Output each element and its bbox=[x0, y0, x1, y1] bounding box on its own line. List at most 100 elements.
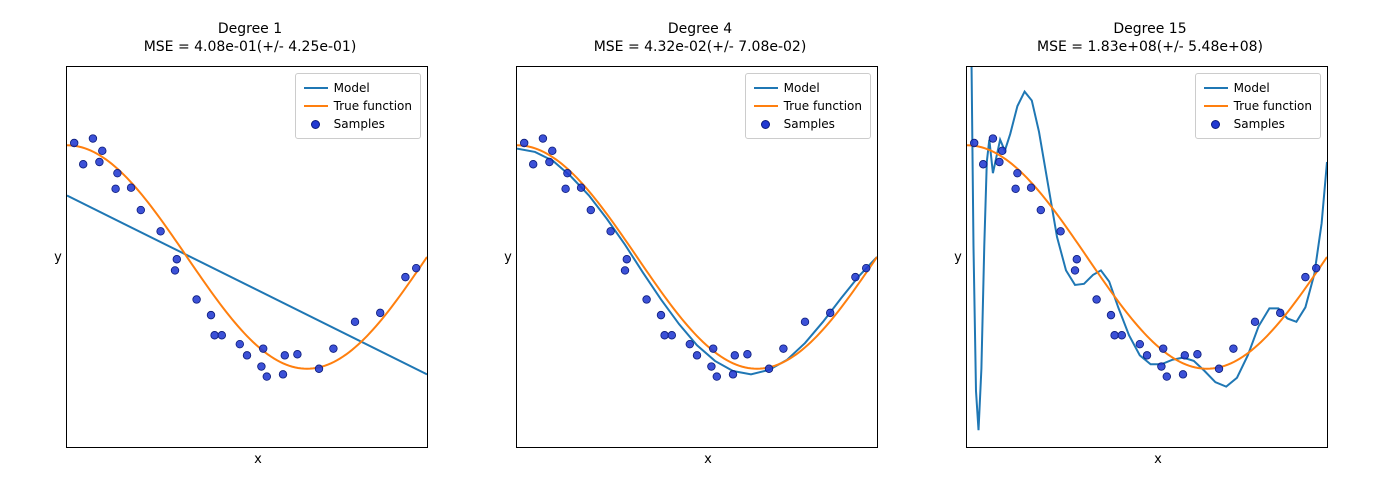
sample-point bbox=[112, 185, 120, 193]
sample-point bbox=[1312, 264, 1320, 272]
sample-point bbox=[1057, 227, 1065, 235]
title-mse: MSE = 4.08e-01(+/- 4.25e-01) bbox=[50, 38, 450, 56]
legend-swatch bbox=[1204, 105, 1228, 107]
figure: Degree 1MSE = 4.08e-01(+/- 4.25e-01) y Mod… bbox=[0, 0, 1400, 500]
legend-item-label: True function bbox=[784, 99, 862, 113]
sample-point bbox=[236, 340, 244, 348]
plot-area: Model True function Samples bbox=[516, 66, 878, 448]
subplot-degree1: Degree 1MSE = 4.08e-01(+/- 4.25e-01) y Mod… bbox=[50, 20, 450, 467]
y-axis-label: y bbox=[50, 250, 66, 265]
sample-point bbox=[173, 255, 181, 263]
y-tick bbox=[516, 313, 517, 314]
y-tick bbox=[966, 201, 967, 202]
sample-point bbox=[998, 147, 1006, 155]
sample-point bbox=[744, 350, 752, 358]
x-tick bbox=[1111, 447, 1112, 448]
sample-point bbox=[1037, 206, 1045, 214]
sample-point bbox=[996, 158, 1004, 166]
sample-point bbox=[127, 184, 135, 192]
legend-marker-icon bbox=[1211, 120, 1220, 129]
legend-swatch bbox=[754, 120, 778, 129]
sample-point bbox=[1014, 169, 1022, 177]
sample-point bbox=[218, 331, 226, 339]
x-tick bbox=[877, 447, 878, 448]
sample-point bbox=[1159, 345, 1167, 353]
sample-point bbox=[211, 331, 219, 339]
title-mse: MSE = 4.32e-02(+/- 7.08e-02) bbox=[500, 38, 900, 56]
y-tick bbox=[66, 89, 67, 90]
sample-point bbox=[731, 352, 739, 360]
title-degree: Degree 4 bbox=[500, 20, 900, 38]
legend-swatch bbox=[304, 87, 328, 89]
y-tick bbox=[516, 369, 517, 370]
x-tick bbox=[139, 447, 140, 448]
sample-point bbox=[562, 185, 570, 193]
y-tick bbox=[966, 425, 967, 426]
legend-item: Samples bbox=[304, 115, 412, 133]
legend-item: Model bbox=[1204, 79, 1312, 97]
legend-line-icon bbox=[754, 105, 778, 107]
y-tick bbox=[516, 89, 517, 90]
legend-item: True function bbox=[304, 97, 412, 115]
legend-item-label: Samples bbox=[784, 117, 835, 131]
sample-point bbox=[657, 311, 665, 319]
y-tick bbox=[966, 257, 967, 258]
legend-item-label: Samples bbox=[334, 117, 385, 131]
sample-point bbox=[89, 135, 97, 143]
sample-point bbox=[708, 363, 716, 371]
legend: ModelTrue function Samples bbox=[295, 73, 421, 139]
sample-point bbox=[1179, 371, 1187, 379]
axes-wrap: y ModelTrue function Samples bbox=[50, 66, 450, 448]
plot-area: ModelTrue functionSamples bbox=[966, 66, 1328, 448]
sample-point bbox=[98, 147, 106, 155]
sample-point bbox=[157, 227, 165, 235]
legend-swatch bbox=[1204, 87, 1228, 89]
x-tick bbox=[967, 447, 968, 448]
sample-point bbox=[564, 169, 572, 177]
x-tick bbox=[1039, 447, 1040, 448]
legend-item: True function bbox=[1204, 97, 1312, 115]
x-tick bbox=[661, 447, 662, 448]
true-function-line bbox=[967, 145, 1327, 369]
sample-point bbox=[801, 318, 809, 326]
legend-item: Model bbox=[754, 79, 862, 97]
legend-line-icon bbox=[1204, 105, 1228, 107]
legend-swatch bbox=[754, 105, 778, 107]
x-tick bbox=[589, 447, 590, 448]
axes-wrap: yModelTrue functionSamples bbox=[950, 66, 1350, 448]
x-tick bbox=[355, 447, 356, 448]
y-tick bbox=[516, 201, 517, 202]
x-tick bbox=[1183, 447, 1184, 448]
sample-point bbox=[1093, 296, 1101, 304]
legend: Model True function Samples bbox=[745, 73, 871, 139]
sample-point bbox=[713, 373, 721, 381]
sample-point bbox=[1158, 363, 1166, 371]
axes-wrap: y Model True function Samples bbox=[500, 66, 900, 448]
y-tick bbox=[966, 313, 967, 314]
sample-point bbox=[709, 345, 717, 353]
x-tick bbox=[283, 447, 284, 448]
sample-point bbox=[780, 345, 788, 353]
y-tick bbox=[66, 369, 67, 370]
sample-point bbox=[668, 331, 676, 339]
title-degree: Degree 1 bbox=[50, 20, 450, 38]
sample-point bbox=[171, 267, 179, 275]
true-function-line bbox=[67, 145, 427, 369]
y-tick bbox=[966, 145, 967, 146]
sample-point bbox=[539, 135, 547, 143]
x-tick bbox=[733, 447, 734, 448]
subplot-title: Degree 4MSE = 4.32e-02(+/- 7.08e-02) bbox=[500, 20, 900, 60]
sample-point bbox=[607, 227, 615, 235]
legend-item: Model bbox=[304, 79, 412, 97]
title-degree: Degree 15 bbox=[950, 20, 1350, 38]
sample-point bbox=[1163, 373, 1171, 381]
plot-area: ModelTrue function Samples bbox=[66, 66, 428, 448]
sample-point bbox=[351, 318, 359, 326]
x-tick bbox=[1327, 447, 1328, 448]
sample-point bbox=[765, 365, 773, 373]
sample-point bbox=[294, 350, 302, 358]
y-axis-label: y bbox=[500, 250, 516, 265]
sample-point bbox=[621, 267, 629, 275]
legend-item-label: Model bbox=[1234, 81, 1270, 95]
y-tick bbox=[966, 89, 967, 90]
